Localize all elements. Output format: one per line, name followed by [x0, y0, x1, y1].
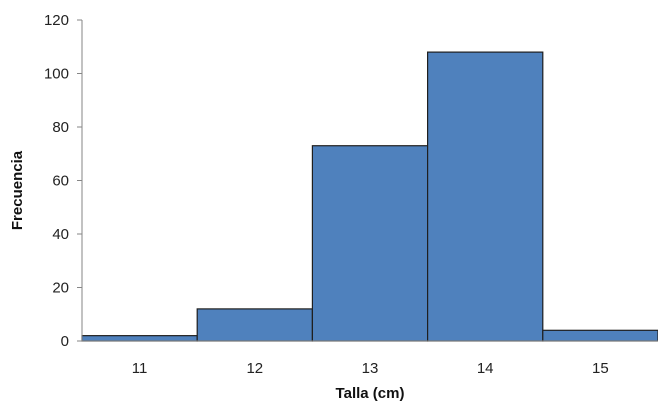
bar-13 [311, 145, 429, 342]
bar-14 [427, 51, 544, 342]
y-axis-title: Frecuencia [9, 150, 26, 230]
bar-11 [81, 335, 198, 342]
y-tick-label: 60 [52, 173, 69, 190]
x-tick-label: 11 [132, 360, 148, 377]
x-tick-label: 12 [246, 360, 263, 377]
x-tick-label: 13 [362, 360, 379, 377]
x-ticks-group: 11 12 13 14 15 [132, 360, 609, 377]
y-tick-label: 40 [52, 226, 69, 243]
x-axis-title: Talla (cm) [336, 385, 405, 402]
y-tick-label: 120 [44, 12, 69, 29]
x-tick-label: 15 [592, 360, 609, 377]
y-tick-label: 0 [61, 333, 69, 350]
y-ticks-group: 0 20 40 60 80 100 120 [44, 12, 82, 350]
y-tick-label: 100 [44, 66, 69, 83]
y-tick-label: 20 [52, 280, 69, 297]
bar-15 [542, 329, 658, 342]
bar-12 [196, 308, 313, 342]
bars-group [81, 51, 658, 342]
x-tick-label: 14 [477, 360, 494, 377]
y-tick-label: 80 [52, 119, 69, 136]
